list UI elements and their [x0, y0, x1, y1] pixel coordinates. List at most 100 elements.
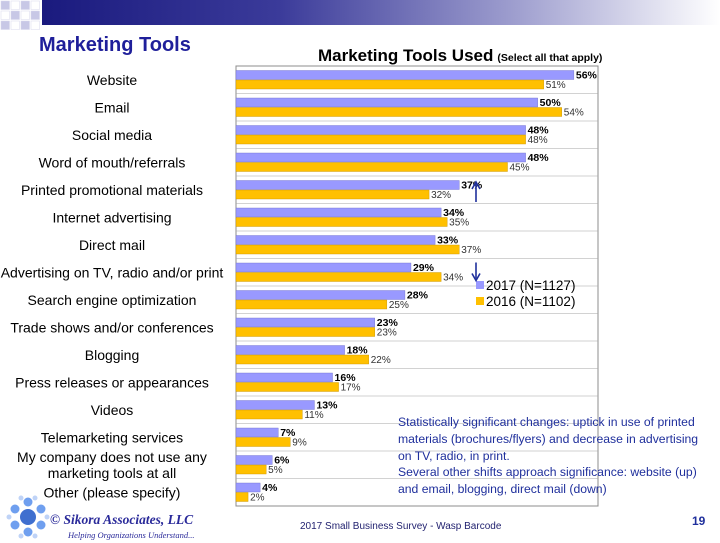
- value-label: 23%: [377, 317, 399, 329]
- value-label: 5%: [268, 465, 283, 476]
- checker-square: [10, 10, 20, 20]
- value-label: 37%: [461, 180, 483, 192]
- chart-title: Marketing Tools Used (Select all that app…: [318, 46, 602, 65]
- note-line-1: Statistically significant changes: uptic…: [398, 414, 710, 464]
- slide-title: Marketing Tools: [39, 34, 191, 56]
- bar: [235, 382, 339, 392]
- value-label: 48%: [528, 125, 550, 137]
- value-label: 16%: [335, 372, 357, 384]
- value-label: 48%: [528, 135, 548, 146]
- value-label: 4%: [262, 482, 278, 494]
- tagline: Helping Organizations Understand...: [68, 530, 195, 540]
- value-labels: 56%51%50%54%48%48%48%45%37%32%34%35%33%3…: [250, 70, 597, 504]
- value-label: 17%: [341, 383, 361, 394]
- value-label: 54%: [564, 108, 584, 119]
- value-label: 2%: [250, 493, 265, 504]
- bar: [235, 217, 448, 227]
- bar: [235, 107, 562, 117]
- page-number: 19: [692, 514, 706, 528]
- bar: [235, 262, 412, 273]
- value-label: 51%: [546, 80, 566, 91]
- value-label: 11%: [304, 410, 323, 421]
- bar: [235, 272, 442, 282]
- company-logo: [6, 495, 50, 539]
- bar: [235, 482, 261, 493]
- bars: [235, 70, 575, 502]
- category-label: Trade shows and/or conferences: [10, 319, 213, 335]
- note-line-2: Several other shifts approach significan…: [398, 465, 697, 497]
- category-label: Press releases or appearances: [15, 374, 209, 390]
- category-label: Social media: [72, 127, 152, 143]
- bar: [235, 290, 406, 300]
- chart-title-main: Marketing Tools Used: [318, 46, 493, 65]
- category-labels: Website Email Social media Word of mouth/re…: [1, 72, 224, 501]
- legend-label: 2016 (N=1102): [486, 294, 575, 309]
- bar: [235, 372, 333, 383]
- bar: [235, 97, 538, 108]
- footer-text: 2017 Small Business Survey - Wasp Barcod…: [300, 521, 502, 532]
- down-arrow-head: [471, 273, 481, 283]
- note-label: Statistically significant changes:: [398, 415, 570, 429]
- category-label: Other (please specify): [44, 484, 181, 500]
- value-label: 32%: [431, 190, 451, 201]
- checker-square: [10, 0, 20, 10]
- checker-square: [30, 0, 40, 10]
- value-label: 34%: [443, 273, 463, 284]
- category-label: Blogging: [85, 347, 140, 363]
- bar: [235, 299, 388, 310]
- checker-square: [30, 10, 40, 20]
- bar: [235, 235, 436, 245]
- category-label: Internet advertising: [52, 209, 171, 225]
- copyright: © Sikora Associates, LLC: [50, 512, 194, 527]
- checker-square: [20, 10, 30, 20]
- bar: [235, 125, 526, 135]
- legend-swatch: [476, 281, 484, 289]
- bar: [235, 464, 267, 475]
- value-label: 7%: [280, 427, 296, 439]
- category-label: Website: [87, 72, 138, 88]
- bar: [235, 180, 460, 190]
- bar: [235, 492, 249, 502]
- legend-label: 2017 (N=1127): [486, 278, 575, 293]
- significance-note: Statistically significant changes: uptic…: [398, 414, 710, 498]
- value-label: 50%: [540, 97, 562, 109]
- checker-pattern: [0, 0, 40, 30]
- value-label: 6%: [274, 455, 290, 467]
- value-label: 56%: [576, 70, 598, 82]
- value-label: 29%: [413, 262, 435, 274]
- bar: [235, 354, 369, 365]
- bar: [235, 207, 442, 218]
- bar-chart: Marketing Tools Used (Select all that app…: [1, 46, 602, 507]
- checker-square: [0, 10, 10, 20]
- bar: [235, 79, 544, 90]
- value-label: 48%: [528, 152, 550, 164]
- value-label: 35%: [449, 218, 469, 229]
- checker-square: [0, 20, 10, 30]
- category-label: Printed promotional materials: [21, 182, 203, 198]
- checker-square: [20, 20, 30, 30]
- legend-swatch: [476, 297, 484, 305]
- value-label: 33%: [437, 235, 459, 247]
- header-decoration: [0, 0, 720, 30]
- value-label: 45%: [510, 163, 530, 174]
- checker-square: [0, 0, 10, 10]
- value-label: 37%: [461, 245, 481, 256]
- value-label: 25%: [389, 300, 409, 311]
- category-label: Telemarketing services: [41, 429, 183, 445]
- value-label: 28%: [407, 290, 429, 302]
- bar: [235, 134, 526, 145]
- value-label: 13%: [316, 400, 338, 412]
- checker-square: [30, 20, 40, 30]
- value-label: 22%: [371, 355, 391, 366]
- category-label: Advertising on TV, radio and/or print: [1, 264, 224, 280]
- legend: 2017 (N=1127)2016 (N=1102): [476, 278, 575, 309]
- note-text-1: uptick in use of printed materials (broc…: [398, 415, 699, 463]
- category-label: Direct mail: [79, 237, 145, 253]
- bar: [235, 437, 291, 447]
- bar: [235, 317, 375, 328]
- bar: [235, 400, 315, 410]
- value-label: 23%: [377, 328, 397, 339]
- bar: [235, 327, 375, 337]
- significance-arrows: [471, 180, 481, 283]
- bar: [235, 427, 279, 438]
